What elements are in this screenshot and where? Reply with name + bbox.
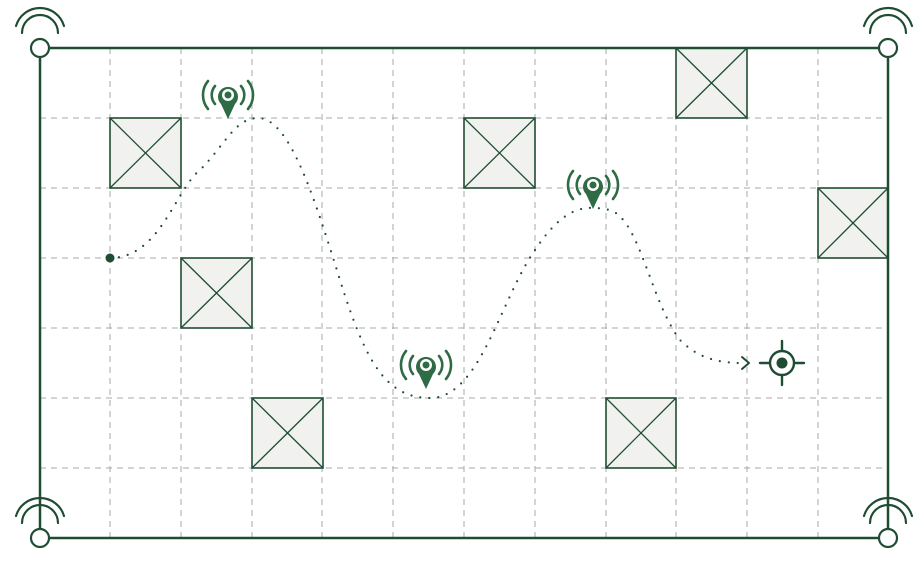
obstacle-box	[463, 117, 536, 189]
obstacle-box	[109, 117, 182, 189]
route-arrow-icon	[741, 356, 750, 370]
obstacle-box	[675, 47, 748, 119]
corner-anchor-bottom-right	[862, 496, 914, 549]
obstacles	[109, 47, 889, 469]
start-point-icon	[105, 253, 115, 263]
room-boundary	[38, 46, 890, 540]
route-path	[108, 116, 740, 400]
obstacle-box	[251, 397, 324, 469]
target-crosshair-icon	[758, 339, 806, 387]
beacon-1	[201, 79, 255, 119]
obstacle-box	[817, 187, 889, 259]
corner-anchor-bottom-left	[14, 496, 66, 549]
obstacle-box	[180, 257, 253, 329]
beacon-3	[399, 349, 453, 389]
beacon-2	[566, 169, 620, 209]
corner-anchor-top-right	[862, 6, 914, 59]
corner-anchor-top-left	[14, 6, 66, 59]
obstacle-box	[605, 397, 677, 469]
